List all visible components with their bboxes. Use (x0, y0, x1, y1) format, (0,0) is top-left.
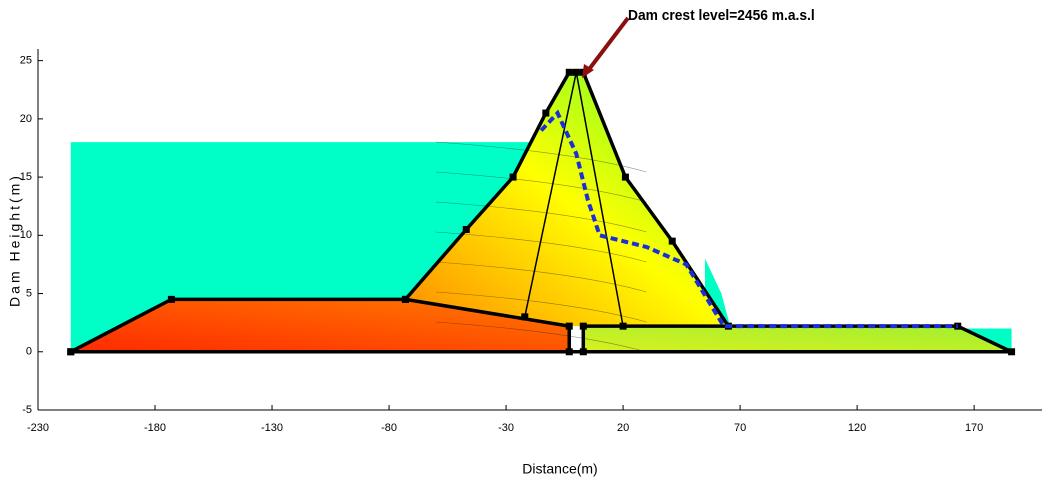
x-axis-label: Distance(m) (522, 461, 597, 477)
x-tick-label: -30 (498, 422, 514, 434)
plot-area (67, 69, 1015, 355)
x-tick-label: -130 (261, 422, 283, 434)
y-tick-label: -5 (22, 404, 32, 416)
y-tick-label: 25 (20, 55, 32, 67)
x-tick-label: -230 (27, 422, 49, 434)
x-tick-label: -180 (144, 422, 166, 434)
vertex (622, 174, 629, 181)
vertex (566, 323, 573, 330)
vertex (620, 323, 627, 330)
x-tick-label: 20 (617, 422, 629, 434)
vertex (580, 323, 587, 330)
y-tick-label: 15 (20, 171, 32, 183)
vertex (168, 296, 175, 303)
vertex (510, 174, 517, 181)
vertex (1008, 348, 1015, 355)
annotation: Dam crest level=2456 m.a.s.l (628, 7, 815, 24)
region (583, 326, 1011, 352)
x-tick-label: -80 (381, 422, 397, 434)
vertex (402, 296, 409, 303)
annotation-arrow (587, 18, 628, 72)
vertex (463, 226, 470, 233)
vertex (566, 69, 573, 76)
y-tick-label: 20 (20, 113, 32, 125)
y-tick-label: 5 (26, 287, 32, 299)
y-tick-label: 0 (26, 346, 32, 358)
chart: Dam crest level=2456 m.a.s.l Distance(m)… (0, 0, 1057, 484)
vertex (521, 313, 528, 320)
x-tick-label: 170 (965, 422, 983, 434)
vertex (67, 348, 74, 355)
x-tick-label: 70 (734, 422, 746, 434)
vertex (669, 238, 676, 245)
vertex (566, 348, 573, 355)
vertex (580, 348, 587, 355)
y-tick-label: 10 (20, 229, 32, 241)
x-tick-label: 120 (848, 422, 866, 434)
vertex (542, 110, 549, 117)
vertex (573, 69, 580, 76)
